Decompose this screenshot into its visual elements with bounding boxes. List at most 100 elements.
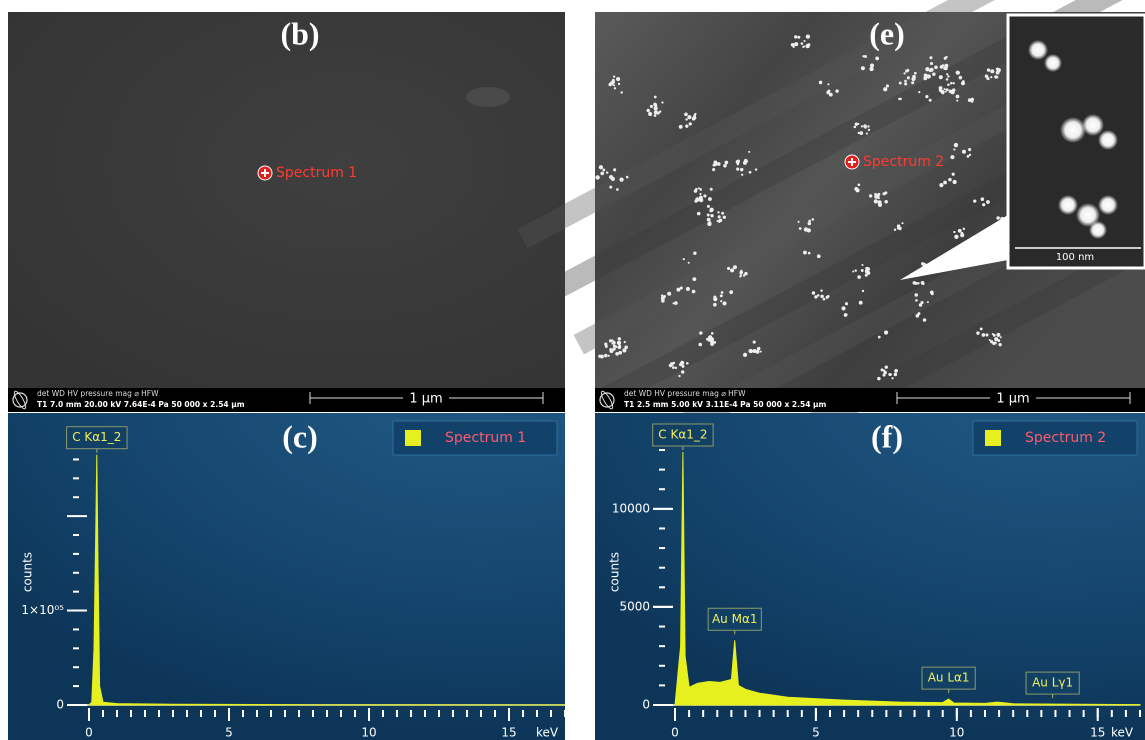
particle [914, 72, 917, 75]
particle [699, 188, 702, 191]
particle [624, 346, 628, 350]
particle [614, 87, 616, 89]
particle [939, 183, 943, 187]
chart-title: (f) [871, 418, 903, 454]
legend-swatch [405, 430, 421, 446]
particle [954, 235, 958, 239]
particle [717, 211, 719, 213]
particle [613, 75, 615, 77]
particle [683, 258, 685, 260]
particle [894, 369, 898, 373]
particle [804, 227, 808, 231]
particle [987, 68, 990, 71]
particle [907, 76, 910, 79]
particle [986, 200, 990, 204]
particle [740, 168, 744, 172]
particle [675, 367, 677, 369]
particle [709, 208, 713, 212]
legend-label: Spectrum 1 [445, 430, 526, 446]
particle [693, 252, 696, 255]
particle [654, 110, 658, 114]
particle [911, 77, 915, 81]
particle [808, 252, 811, 255]
particle [711, 332, 714, 335]
particle [694, 113, 696, 115]
particle [949, 179, 951, 181]
particle [881, 368, 884, 371]
inset-particle [1058, 195, 1078, 215]
y-tick-label: 0 [56, 698, 64, 712]
particle [915, 299, 918, 302]
particle [883, 87, 887, 91]
inset-particle [1060, 117, 1086, 143]
particle [730, 268, 734, 272]
particle [963, 228, 965, 230]
particle [741, 174, 743, 176]
inset-scale-label: 100 nm [1056, 252, 1094, 263]
particle [712, 343, 714, 345]
x-tick-label: 10 [949, 726, 964, 740]
particle [718, 215, 721, 218]
particle [692, 117, 696, 121]
particle [672, 302, 674, 304]
annotation-label: Au Lα1 [928, 671, 970, 685]
particle [608, 355, 610, 357]
annotation-label: C Kα1_2 [658, 428, 707, 442]
particle [605, 345, 608, 348]
particle [743, 353, 747, 357]
particle [925, 95, 928, 98]
particle [722, 301, 726, 305]
particle [685, 125, 688, 128]
particle [914, 282, 917, 285]
scale-label: 1 µm [409, 392, 442, 407]
particle [956, 71, 960, 75]
inset-particle [1098, 195, 1118, 215]
particle [807, 43, 810, 46]
particle [616, 188, 619, 191]
particle [973, 199, 976, 202]
particle [692, 290, 696, 294]
particle [604, 354, 608, 358]
legend-label: Spectrum 2 [1025, 430, 1106, 446]
particle [688, 262, 690, 264]
particle [692, 277, 696, 281]
particle [861, 264, 863, 266]
particle [609, 175, 613, 179]
particle [804, 40, 806, 42]
particle [609, 349, 613, 353]
particle [989, 339, 991, 341]
particle [898, 98, 901, 101]
particle [852, 270, 854, 272]
particle [618, 337, 621, 340]
particle [950, 82, 953, 85]
particle [903, 72, 905, 74]
particle [609, 186, 612, 189]
particle [891, 377, 893, 379]
particle [710, 339, 714, 343]
x-tick-label: 5 [812, 726, 820, 740]
particle [707, 205, 710, 208]
particle [626, 176, 629, 179]
particle [899, 82, 902, 85]
particle [929, 68, 933, 72]
particle [615, 352, 619, 356]
particle [667, 292, 671, 296]
particle [602, 168, 605, 171]
particle [820, 295, 824, 299]
particle [803, 45, 805, 47]
particle [808, 220, 811, 223]
particle [710, 188, 713, 191]
particle [721, 212, 724, 215]
particle [661, 101, 663, 103]
particle [858, 183, 861, 186]
scale-label: 1 µm [996, 392, 1029, 407]
particle [663, 295, 666, 298]
particle [994, 342, 997, 345]
particle [744, 272, 748, 276]
spectrum-marker-label: Spectrum 2 [863, 154, 944, 170]
particle [818, 255, 820, 257]
particle [943, 88, 945, 90]
particle [877, 197, 879, 199]
particle [757, 347, 760, 350]
particle [877, 377, 881, 381]
